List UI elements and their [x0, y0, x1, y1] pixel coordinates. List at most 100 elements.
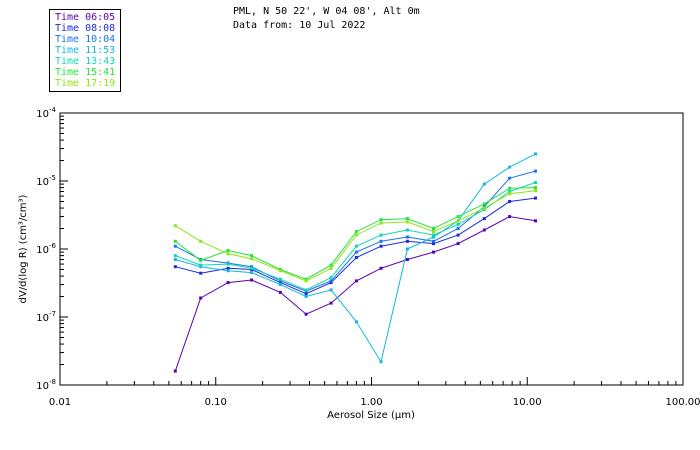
x-tick-label: 1.00 [360, 397, 382, 408]
data-point [482, 217, 486, 221]
data-point [304, 295, 308, 298]
data-point [199, 258, 203, 262]
data-point [329, 276, 333, 280]
y-tick-label: 10-7 [36, 310, 56, 324]
y-tick-label: 10-5 [36, 174, 56, 188]
data-point [250, 271, 254, 275]
data-point [329, 288, 333, 292]
series-1719 [173, 189, 537, 283]
data-point [226, 252, 230, 256]
legend-item-0808: Time 08:08 [55, 23, 116, 34]
data-point [482, 182, 486, 186]
data-point [329, 281, 333, 285]
series-layer [173, 152, 537, 373]
data-point [405, 239, 409, 243]
data-point [199, 296, 203, 300]
data-point [278, 279, 282, 283]
legend-item-1153: Time 11:53 [55, 45, 116, 56]
data-point [354, 233, 358, 237]
data-point [432, 239, 435, 243]
data-point [534, 186, 537, 190]
data-point [329, 279, 333, 283]
series-1541 [173, 186, 537, 281]
x-tick-label: 0.10 [205, 397, 227, 408]
data-point [534, 152, 537, 156]
data-point [250, 265, 254, 269]
data-point [432, 235, 435, 239]
data-point [250, 266, 254, 270]
data-point [250, 278, 254, 282]
data-point [379, 218, 383, 222]
data-point [405, 220, 409, 224]
y-tick-label: 10-4 [36, 106, 56, 120]
data-point [482, 202, 486, 206]
data-point [508, 200, 512, 203]
data-point [250, 257, 254, 261]
data-point [508, 190, 512, 193]
data-point [534, 219, 537, 223]
data-point [379, 233, 383, 237]
data-point [508, 215, 512, 219]
data-point [226, 266, 230, 270]
data-point [304, 277, 308, 281]
data-point [173, 265, 177, 269]
legend-item-1004: Time 10:04 [55, 34, 116, 45]
station-location: PML, N 50 22', W 04 08', Alt 0m [233, 6, 420, 17]
data-point [173, 258, 177, 261]
data-point [173, 369, 177, 373]
data-point [199, 239, 203, 243]
data-point [379, 360, 383, 364]
data-point [379, 244, 383, 248]
data-point [354, 244, 358, 248]
data-point [250, 254, 254, 258]
data-point [379, 239, 383, 243]
data-point [354, 230, 358, 234]
plot-frame [59, 112, 684, 386]
data-point [278, 283, 282, 287]
data-point [199, 265, 203, 269]
legend-item-1719: Time 17:19 [55, 78, 116, 89]
data-point [432, 250, 435, 254]
data-point [226, 262, 230, 266]
data-point [456, 242, 460, 246]
data-point [354, 250, 358, 254]
data-point [534, 181, 537, 184]
data-point [278, 290, 282, 294]
data-point [432, 233, 435, 237]
data-point [304, 292, 308, 296]
data-point [354, 256, 358, 259]
data-point [329, 266, 333, 270]
series-1153 [173, 152, 537, 364]
data-point [329, 301, 333, 305]
data-point [379, 221, 383, 225]
y-tick-label: 10-8 [36, 378, 56, 392]
data-point [173, 224, 177, 228]
data-point [405, 228, 409, 232]
data-point [508, 186, 512, 190]
data-point [173, 244, 177, 248]
tick-layer: 0.01 0.10 1.00 10.00 100.00 10-4 10-5 10-6 10-7 1… [36, 106, 700, 408]
data-date: Data from: 10 Jul 2022 [233, 20, 366, 31]
legend-item-1343: Time 13:43 [55, 56, 116, 67]
data-point [226, 269, 230, 273]
data-point [432, 227, 435, 230]
data-point [278, 269, 282, 273]
data-point [482, 228, 486, 232]
x-tick-label: 100.00 [666, 397, 700, 408]
data-point [456, 222, 460, 226]
series-line [174, 216, 536, 372]
y-tick-label: 10-6 [36, 242, 56, 256]
data-point [173, 254, 177, 258]
x-tick-label: 10.00 [513, 397, 542, 408]
data-point [199, 263, 203, 267]
data-point [456, 227, 460, 230]
data-point [354, 279, 358, 283]
data-point [354, 320, 358, 324]
data-point [456, 233, 460, 237]
data-point [508, 192, 512, 196]
data-point [508, 176, 512, 180]
data-point [304, 279, 308, 283]
data-point [226, 249, 230, 252]
data-point [173, 239, 177, 243]
